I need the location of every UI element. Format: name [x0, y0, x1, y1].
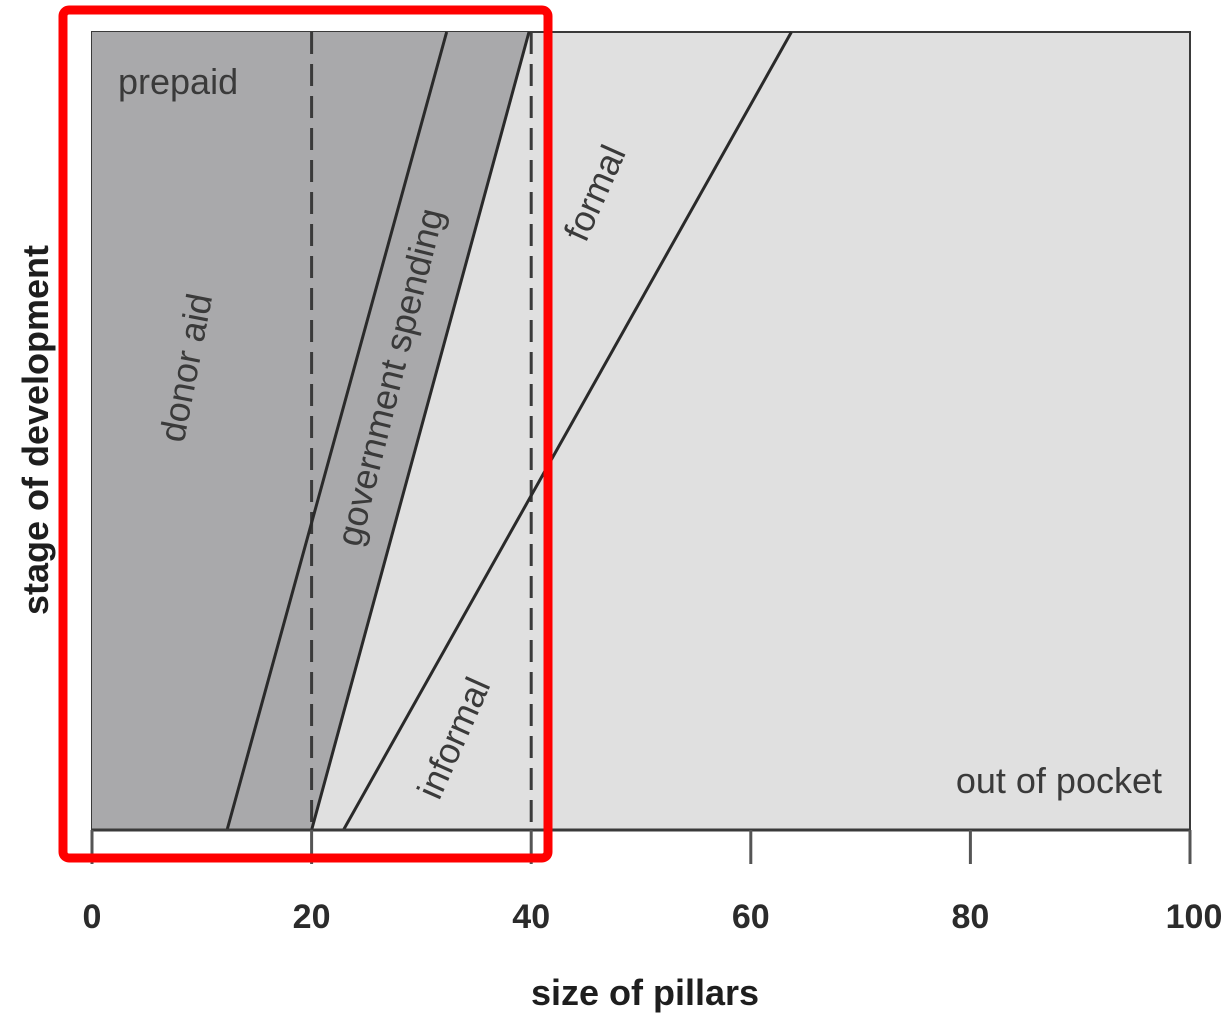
formal-boundary-line	[342, 31, 793, 831]
out-of-pocket-label: out of pocket	[956, 760, 1162, 801]
x-tick-label: 20	[293, 898, 331, 936]
x-tick-label: 0	[83, 898, 102, 936]
highlight-box	[58, 5, 553, 863]
x-tick-label: 80	[951, 898, 989, 936]
x-tick-label: 40	[512, 898, 550, 936]
donor-aid-boundary-line	[225, 31, 449, 831]
prepaid-label: prepaid	[118, 61, 238, 102]
x-tick-label: 60	[732, 898, 770, 936]
x-tick-label: 100	[1166, 898, 1222, 936]
x-axis-title: size of pillars	[531, 972, 759, 1013]
y-axis-title: stage of development	[15, 245, 56, 615]
government-spending-boundary-line	[310, 31, 531, 831]
